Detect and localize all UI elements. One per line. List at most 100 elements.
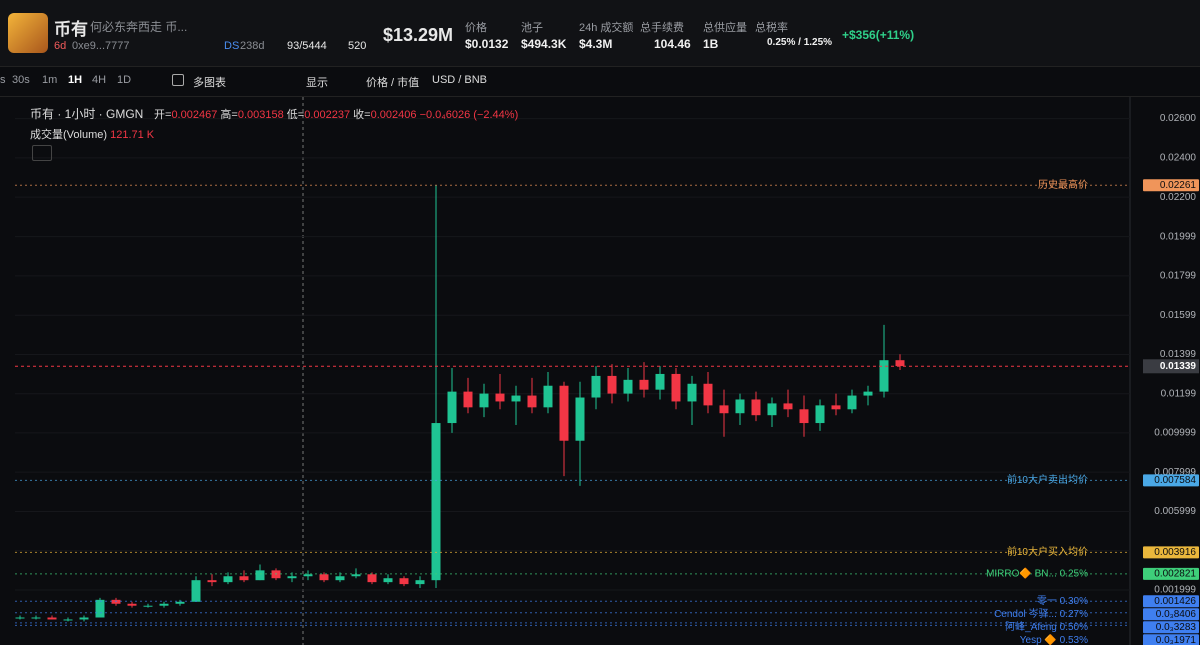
price-line-label: 零一 0.30%	[1037, 595, 1088, 607]
token-age: 6d	[54, 40, 67, 52]
interval[interactable]: 1m	[42, 74, 58, 86]
candle-body	[239, 576, 249, 581]
holders: 93/5444	[287, 40, 327, 52]
ds-age: 238d	[240, 40, 265, 52]
candle-body	[95, 599, 105, 618]
price-tag-label: 0.003916	[1154, 547, 1196, 558]
y-tick-label: 0.02600	[1160, 113, 1197, 124]
candle-body	[207, 580, 217, 583]
price-line-label: 前10大户卖出均价	[1007, 473, 1088, 486]
y-tick-label: 0.01599	[1160, 310, 1197, 321]
price-line-label: 历史最高价	[1038, 178, 1088, 191]
current-price-label: 0.01339	[1160, 361, 1197, 372]
candle-body	[415, 580, 425, 585]
price-tag-label: 0.0₃8406	[1156, 609, 1197, 620]
stat-label: 总税率	[755, 22, 788, 34]
stat-label: 24h 成交额	[579, 22, 634, 34]
interval[interactable]: 1D	[117, 74, 132, 86]
y-tick-label: 0.01999	[1160, 231, 1197, 242]
token-description: 何必东奔西走 币...	[90, 20, 188, 34]
legend-label: 低=	[286, 109, 305, 121]
checkbox[interactable]	[172, 74, 184, 86]
legend-value: 0.002467	[171, 109, 218, 121]
y-tick-label: 0.007999	[1154, 467, 1196, 478]
multi-chart[interactable]: 多图表	[193, 77, 226, 89]
candle-body	[111, 599, 121, 604]
candle-body	[351, 574, 361, 577]
candle-body	[847, 395, 857, 410]
price-mcap-toggle[interactable]: 价格 / 市值	[366, 77, 420, 89]
candle-body	[383, 578, 393, 583]
price-tag-label: 0.0₃3283	[1156, 622, 1197, 633]
stat-value: $494.3K	[521, 37, 567, 51]
legend-open: 开=0.002467 高=0.003158 低=0.002237 收=0.002…	[154, 106, 518, 122]
price-tag	[1143, 567, 1199, 580]
y-tick-label: 0.01799	[1160, 271, 1197, 282]
price-tag-label: 0.007584	[1154, 475, 1196, 486]
views: 520	[348, 40, 367, 52]
candle-body	[543, 385, 553, 408]
candle-body	[879, 360, 889, 392]
candle-body	[671, 373, 681, 402]
pnl: +$356(+11%)	[842, 28, 915, 42]
candle-body	[767, 403, 777, 416]
currency-toggle[interactable]: USD / BNB	[432, 74, 488, 86]
stat-value: 1B	[703, 37, 719, 51]
price-line-label: 阿峰_Afeng 0.50%	[1005, 621, 1088, 633]
stat-label: 价格	[465, 22, 487, 34]
candle-body	[655, 373, 665, 390]
interval[interactable]: 1H	[68, 74, 83, 86]
price-tag-label: 0.001426	[1154, 596, 1196, 607]
candle-body	[463, 391, 473, 408]
price-line-label: Yesp 🔶 0.53%	[1020, 633, 1088, 645]
candle-body	[575, 397, 585, 441]
legend-label: 开=	[154, 109, 172, 121]
candle-body	[31, 617, 41, 619]
legend-value: 0.002406	[370, 109, 417, 121]
interval[interactable]: 30s	[12, 74, 30, 86]
candle-body	[79, 617, 89, 620]
price-line-label: Cendol 岑驿... 0.27%	[994, 608, 1088, 620]
y-tick-label: 0.01199	[1161, 388, 1197, 399]
candle-body	[191, 580, 201, 602]
candle-body	[751, 399, 761, 416]
candle-body	[431, 423, 441, 581]
candle-body	[559, 385, 569, 441]
candle-body	[863, 391, 873, 396]
stat-label: 池子	[521, 22, 543, 34]
candle-body	[159, 603, 169, 606]
candle-body	[799, 409, 809, 424]
chart-title: 币有 · 1小时 · GMGN	[30, 107, 144, 121]
token-address[interactable]: 0xe9...7777	[72, 40, 130, 52]
legend-label: 成交量(Volume)	[30, 129, 108, 141]
candle-body	[63, 619, 73, 621]
price-tag	[1143, 179, 1199, 192]
price-tag	[1143, 595, 1199, 608]
price-tag-label: 0.02261	[1160, 180, 1197, 191]
stat-value: $0.0132	[465, 37, 509, 51]
interval[interactable]: 4H	[92, 74, 107, 86]
stat-value: 104.46	[654, 37, 691, 51]
candle-body	[447, 391, 457, 424]
candle-body	[639, 379, 649, 390]
collapse-button[interactable]	[32, 145, 52, 161]
toolbar	[0, 66, 1200, 97]
interval[interactable]: s	[0, 74, 6, 86]
candle-body	[287, 576, 297, 579]
candle-body	[783, 403, 793, 410]
legend-label: 收=	[353, 109, 371, 121]
candle-body	[255, 570, 265, 581]
candle-body	[607, 375, 617, 394]
candle-body	[335, 576, 345, 581]
y-tick-label: 0.02400	[1160, 153, 1197, 164]
legend-value: 0.002237	[304, 109, 351, 121]
header-bar	[0, 0, 1200, 67]
display-menu[interactable]: 显示	[306, 77, 328, 89]
legend-change: −0.0₄6026 (−2.44%)	[419, 109, 519, 121]
token-name: 币有	[54, 20, 88, 39]
candle-body	[47, 617, 57, 620]
current-price-tag	[1143, 359, 1199, 374]
ds-badge: DS	[224, 40, 240, 52]
volume-legend: 成交量(Volume) 121.71 K	[30, 126, 154, 142]
